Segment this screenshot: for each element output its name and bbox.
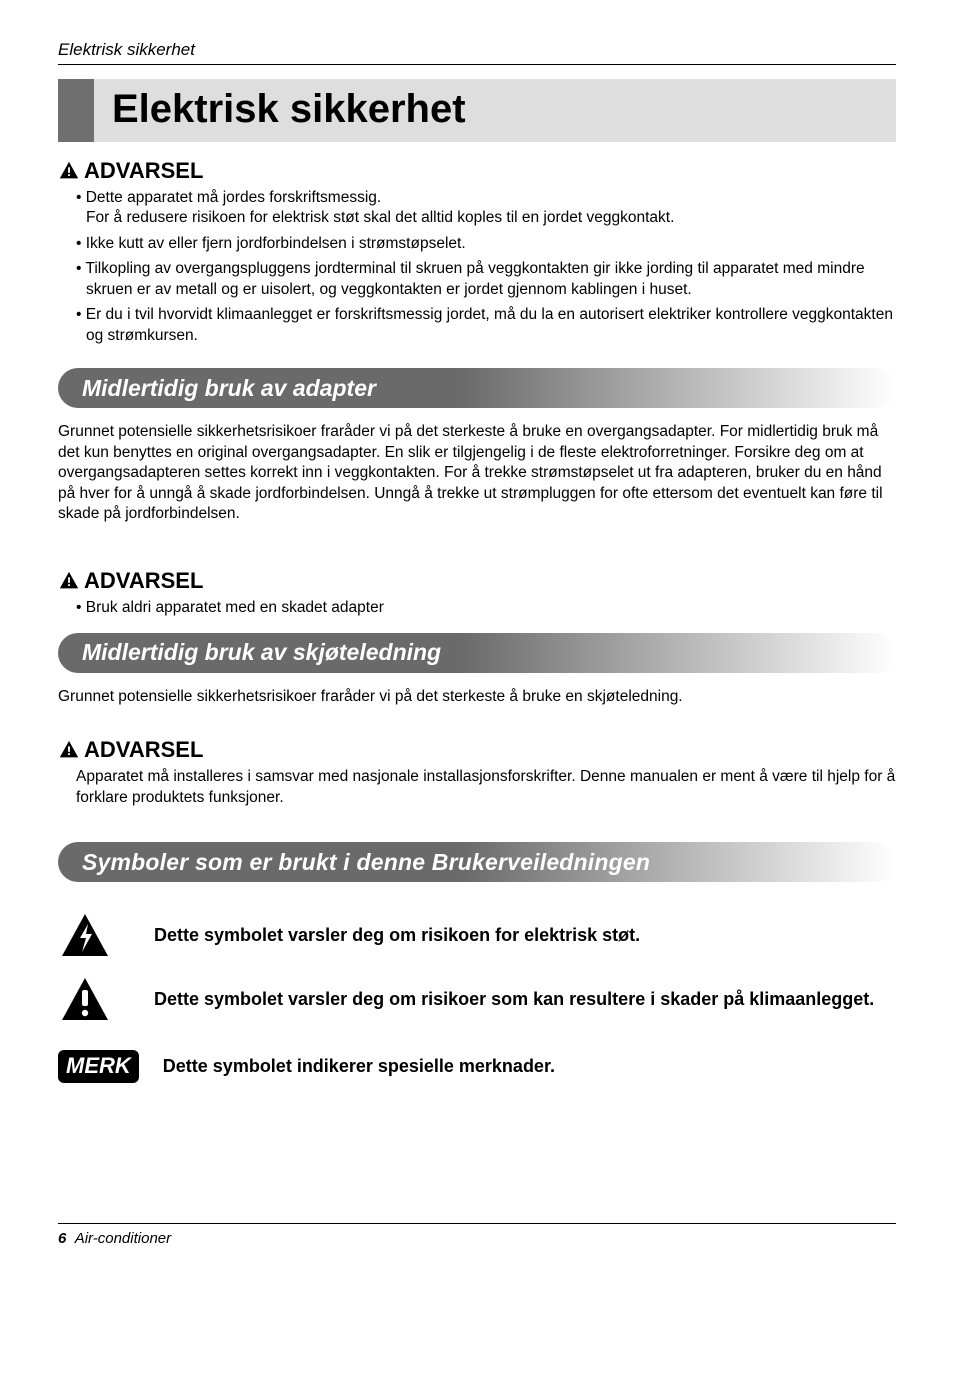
warning-heading-2: ADVARSEL [58,568,896,594]
page-number: 6 [58,1230,66,1247]
warning-label: ADVARSEL [84,737,203,763]
list-item: Tilkopling av overgangspluggens jordterm… [76,259,896,300]
warning-triangle-icon [58,570,80,592]
list-item: Ikke kutt av eller fjern jordforbindelse… [76,234,896,254]
warning-2-list: Bruk aldri apparatet med en skadet adapt… [58,598,896,618]
warning-heading-1: ADVARSEL [58,158,896,184]
list-item: Bruk aldri apparatet med en skadet adapt… [76,598,896,618]
warning-triangle-icon [58,160,80,182]
section-bar-cord: Midlertidig bruk av skjøteledning [58,633,896,673]
note-badge-wrap: MERK [58,1050,139,1083]
warning-triangle-icon [58,739,80,761]
section-bar-symbols: Symboler som er brukt i denne Brukerveil… [58,842,896,882]
title-accent-bar [58,79,94,142]
damage-icon [58,976,112,1022]
list-item: Er du i tvil hvorvidt klimaanlegget er f… [76,305,896,346]
section-bar-adapter: Midlertidig bruk av adapter [58,368,896,408]
symbol-row-note: MERK Dette symbolet indikerer spesielle … [58,1050,896,1083]
symbol-damage-text: Dette symbolet varsler deg om risikoer s… [154,988,896,1011]
running-title: Elektrisk sikkerhet [58,40,195,59]
section-title-cord: Midlertidig bruk av skjøteledning [82,639,441,666]
section-adapter-body: Grunnet potensielle sikkerhetsrisikoer f… [58,422,896,524]
list-item: Dette apparatet må jordes forskriftsmess… [76,188,896,229]
symbol-row-damage: Dette symbolet varsler deg om risikoer s… [58,976,896,1022]
note-badge: MERK [58,1050,139,1083]
footer-product: Air-conditioner [75,1230,171,1247]
section-cord-body: Grunnet potensielle sikkerhetsrisikoer f… [58,687,896,707]
shock-icon [58,912,112,958]
symbol-note-text: Dette symbolet indikerer spesielle merkn… [163,1055,896,1078]
symbol-shock-text: Dette symbolet varsler deg om risikoen f… [154,924,896,947]
title-body: Elektrisk sikkerhet [94,79,896,142]
symbol-row-shock: Dette symbolet varsler deg om risikoen f… [58,912,896,958]
warning-heading-3: ADVARSEL [58,737,896,763]
main-title-block: Elektrisk sikkerhet [58,79,896,142]
warning-1-list: Dette apparatet må jordes forskriftsmess… [58,188,896,346]
section-title-adapter: Midlertidig bruk av adapter [82,375,376,402]
warning-label: ADVARSEL [84,568,203,594]
warning-label: ADVARSEL [84,158,203,184]
section-title-symbols: Symboler som er brukt i denne Brukerveil… [82,849,650,876]
page-title: Elektrisk sikkerhet [112,87,878,132]
running-header: Elektrisk sikkerhet [58,40,896,65]
page-footer: 6 Air-conditioner [58,1223,896,1247]
warning-3-body: Apparatet må installeres i samsvar med n… [58,767,896,808]
